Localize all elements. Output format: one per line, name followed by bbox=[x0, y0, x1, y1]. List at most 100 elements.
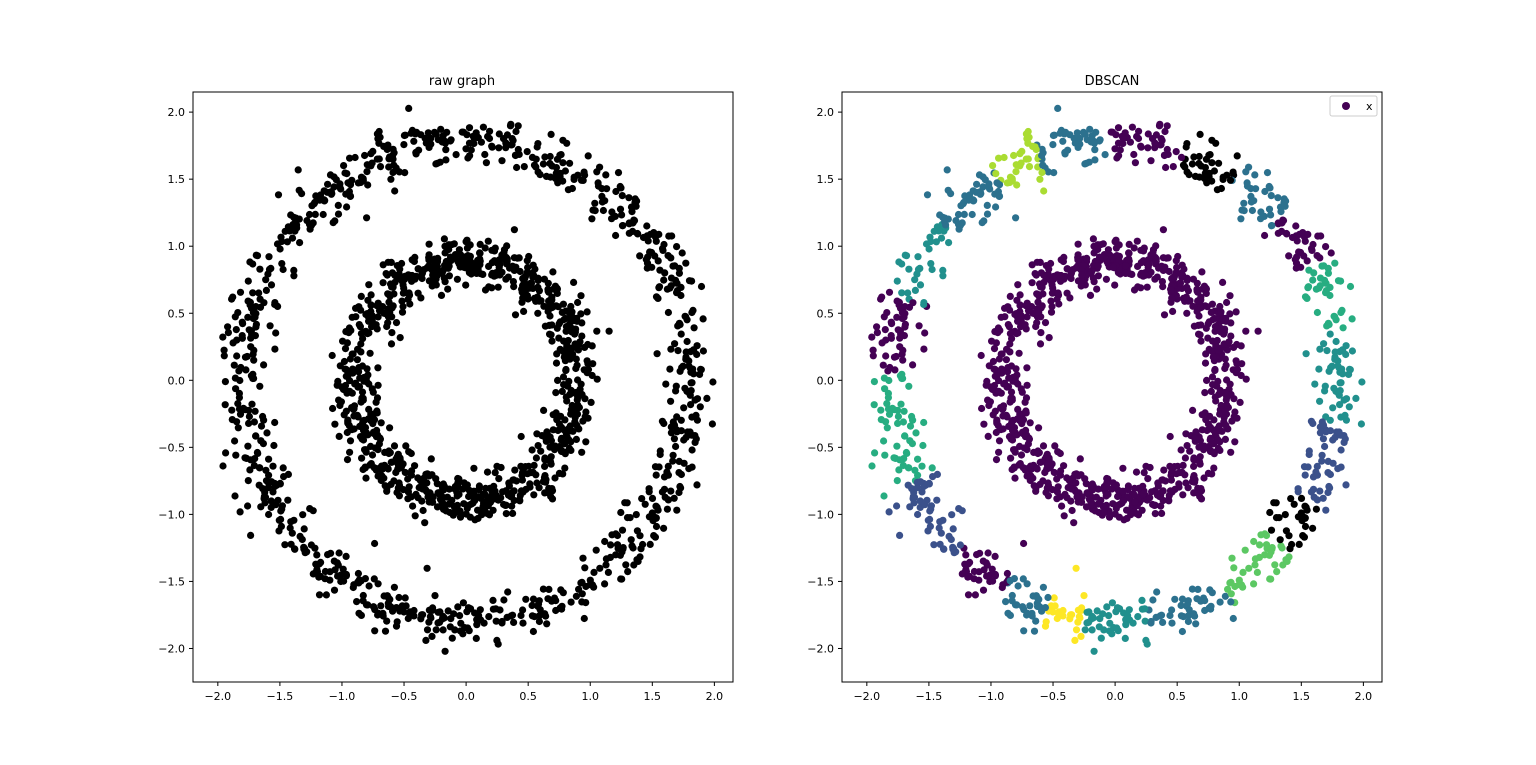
data-point bbox=[234, 309, 242, 317]
data-point bbox=[350, 425, 358, 433]
data-point bbox=[248, 330, 256, 338]
data-point bbox=[1190, 472, 1198, 480]
data-point bbox=[618, 526, 627, 534]
data-point bbox=[383, 617, 391, 625]
data-point bbox=[252, 303, 260, 311]
data-point bbox=[511, 466, 519, 474]
data-point bbox=[1323, 322, 1331, 330]
data-point bbox=[359, 591, 367, 600]
data-point bbox=[1130, 286, 1139, 294]
data-point bbox=[279, 464, 287, 472]
data-point bbox=[439, 480, 447, 488]
data-point bbox=[389, 151, 397, 160]
data-point bbox=[451, 508, 459, 516]
data-point bbox=[1029, 474, 1037, 482]
data-point bbox=[1104, 490, 1112, 498]
data-point bbox=[326, 171, 335, 179]
data-point bbox=[979, 557, 987, 565]
data-point bbox=[228, 416, 236, 424]
data-point bbox=[506, 122, 515, 130]
data-point bbox=[926, 507, 934, 515]
data-point bbox=[476, 240, 484, 248]
data-point bbox=[528, 612, 537, 620]
data-point bbox=[495, 130, 503, 138]
data-point bbox=[373, 409, 381, 417]
data-point bbox=[349, 583, 357, 592]
data-point bbox=[1168, 619, 1176, 627]
data-point bbox=[1261, 187, 1269, 196]
data-point bbox=[1050, 594, 1058, 602]
data-point bbox=[1152, 131, 1160, 139]
data-point bbox=[1005, 323, 1014, 331]
data-point bbox=[960, 210, 968, 218]
data-point bbox=[1254, 327, 1262, 335]
data-point bbox=[879, 361, 887, 369]
data-point bbox=[1186, 447, 1194, 455]
data-point bbox=[638, 495, 646, 503]
data-point bbox=[465, 492, 473, 501]
data-point bbox=[482, 498, 490, 506]
data-point bbox=[398, 308, 407, 316]
data-point bbox=[489, 506, 497, 514]
data-point bbox=[265, 455, 273, 463]
data-point bbox=[1044, 479, 1052, 487]
data-point bbox=[1067, 269, 1075, 278]
data-point bbox=[637, 545, 645, 553]
data-point bbox=[501, 501, 509, 509]
data-point bbox=[673, 428, 681, 436]
data-point bbox=[262, 276, 270, 284]
data-point bbox=[563, 139, 571, 147]
data-point bbox=[564, 336, 572, 345]
data-point bbox=[476, 249, 484, 257]
y-tick-label: 0.0 bbox=[168, 374, 186, 387]
data-point bbox=[263, 429, 271, 437]
x-tick-label: −1.0 bbox=[329, 690, 356, 703]
data-point bbox=[356, 374, 364, 382]
data-point bbox=[1276, 536, 1284, 544]
data-point bbox=[1217, 308, 1225, 316]
data-point bbox=[1188, 160, 1196, 168]
data-point bbox=[465, 124, 474, 132]
data-point bbox=[342, 407, 350, 415]
data-point bbox=[1132, 468, 1141, 476]
data-point bbox=[1169, 163, 1177, 171]
data-point bbox=[1079, 128, 1088, 136]
data-point bbox=[633, 197, 641, 205]
data-point bbox=[602, 561, 610, 569]
data-point bbox=[1224, 585, 1232, 593]
data-point bbox=[1179, 461, 1187, 469]
data-point bbox=[558, 605, 566, 613]
data-point bbox=[653, 350, 661, 358]
data-point bbox=[490, 257, 499, 265]
data-point bbox=[498, 619, 506, 627]
data-point bbox=[523, 148, 531, 156]
data-point bbox=[396, 334, 404, 342]
data-point bbox=[1157, 488, 1166, 496]
data-point bbox=[1094, 262, 1102, 270]
data-point bbox=[1155, 122, 1164, 130]
data-point bbox=[666, 365, 674, 373]
data-point bbox=[1038, 151, 1046, 160]
data-point bbox=[1253, 568, 1261, 577]
data-point bbox=[1090, 647, 1098, 655]
data-point bbox=[1108, 630, 1116, 638]
data-point bbox=[367, 410, 375, 418]
data-point bbox=[1080, 592, 1088, 600]
data-point bbox=[522, 595, 530, 603]
data-point bbox=[661, 493, 669, 501]
data-point bbox=[1113, 252, 1121, 260]
data-point bbox=[346, 448, 354, 456]
data-point bbox=[1023, 135, 1031, 143]
data-point bbox=[1012, 161, 1020, 169]
data-point bbox=[1215, 159, 1223, 167]
data-point bbox=[1341, 411, 1349, 419]
data-point bbox=[1048, 281, 1056, 289]
data-point bbox=[262, 286, 270, 294]
data-point bbox=[490, 490, 498, 498]
x-tick-label: −2.0 bbox=[204, 690, 231, 703]
data-point bbox=[295, 186, 303, 194]
data-point bbox=[519, 606, 527, 614]
data-point bbox=[253, 448, 261, 457]
data-point bbox=[1105, 513, 1114, 521]
data-point bbox=[239, 320, 247, 328]
